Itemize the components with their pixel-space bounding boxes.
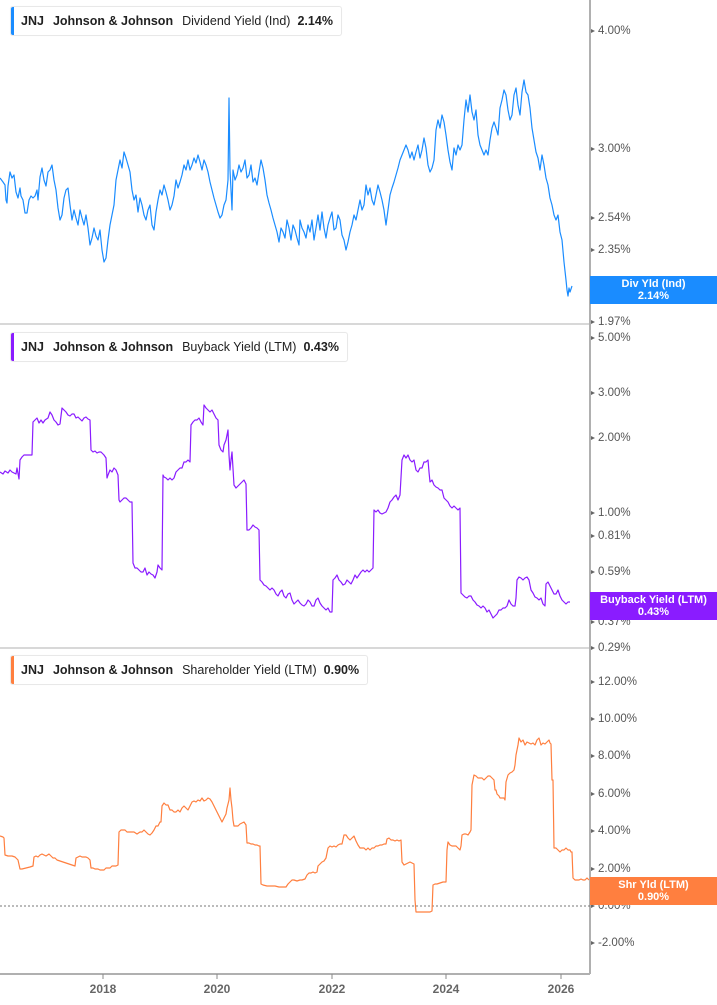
y-tick-label: 2.00% bbox=[598, 432, 631, 444]
badge-label: Buyback Yield (LTM) bbox=[600, 594, 707, 606]
x-tick-label: 2018 bbox=[89, 982, 117, 996]
y-tick-label: 0.59% bbox=[598, 566, 631, 578]
legend-value: 0.90% bbox=[323, 663, 360, 677]
legend-company: Johnson & Johnson bbox=[52, 14, 174, 28]
current-value-badge-buyback: Buyback Yield (LTM) 0.43% bbox=[590, 592, 717, 620]
legend-ticker: JNJ bbox=[21, 340, 44, 354]
y-tick-label: 0.81% bbox=[598, 530, 631, 542]
badge-value: 0.43% bbox=[637, 606, 670, 618]
badge-label: Shr Yld (LTM) bbox=[618, 879, 689, 891]
y-tick-label: 2.00% bbox=[598, 863, 631, 875]
legend-metric: Buyback Yield (LTM) bbox=[182, 340, 297, 354]
y-tick-label: 12.00% bbox=[598, 676, 638, 688]
shareholder-yield-line bbox=[0, 737, 590, 913]
legend-shareholder-yield: JNJ Johnson & Johnson Shareholder Yield … bbox=[10, 655, 369, 685]
x-tick-label: 2026 bbox=[547, 982, 575, 996]
legend-company: Johnson & Johnson bbox=[52, 663, 174, 677]
y-tick-label: 1.00% bbox=[598, 507, 631, 519]
y-tick-label: 4.00% bbox=[598, 825, 631, 837]
y-tick-label: 2.35% bbox=[598, 244, 631, 256]
legend-value: 2.14% bbox=[297, 14, 333, 28]
y-tick-label: 8.00% bbox=[598, 750, 631, 762]
y-tick-label: 3.00% bbox=[598, 143, 631, 155]
x-tick-label: 2024 bbox=[432, 982, 460, 996]
x-tick-label: 2020 bbox=[203, 982, 231, 996]
legend-dividend-yield: JNJ Johnson & Johnson Dividend Yield (In… bbox=[10, 6, 342, 36]
legend-color-marker bbox=[11, 656, 14, 684]
current-value-badge-shareholder: Shr Yld (LTM) 0.90% bbox=[590, 877, 717, 905]
legend-company: Johnson & Johnson bbox=[52, 340, 174, 354]
buyback-yield-line bbox=[0, 404, 570, 619]
legend-buyback-yield: JNJ Johnson & Johnson Buyback Yield (LTM… bbox=[10, 332, 348, 362]
legend-value: 0.43% bbox=[303, 340, 339, 354]
legend-metric: Shareholder Yield (LTM) bbox=[182, 663, 317, 677]
legend-metric: Dividend Yield (Ind) bbox=[182, 14, 291, 28]
y-tick-label: -2.00% bbox=[598, 937, 635, 949]
y-tick-label: 5.00% bbox=[598, 332, 631, 344]
y-axis-tick-marks bbox=[591, 29, 595, 945]
legend-ticker: JNJ bbox=[21, 14, 44, 28]
badge-label: Div Yld (Ind) bbox=[621, 278, 686, 290]
y-tick-label: 2.54% bbox=[598, 212, 631, 224]
current-value-badge-dividend: Div Yld (Ind) 2.14% bbox=[590, 276, 717, 304]
x-tick-label: 2022 bbox=[318, 982, 346, 996]
x-axis-ticks bbox=[102, 974, 562, 979]
badge-value: 0.90% bbox=[637, 891, 670, 903]
badge-value: 2.14% bbox=[637, 290, 670, 302]
y-tick-label: 4.00% bbox=[598, 25, 631, 37]
y-tick-label: 1.97% bbox=[598, 316, 631, 328]
y-tick-label: 6.00% bbox=[598, 788, 631, 800]
y-tick-label: 10.00% bbox=[598, 713, 638, 725]
legend-color-marker bbox=[11, 333, 14, 361]
dividend-yield-line bbox=[0, 79, 573, 297]
y-tick-label: 3.00% bbox=[598, 387, 631, 399]
legend-ticker: JNJ bbox=[21, 663, 44, 677]
y-tick-label: 0.29% bbox=[598, 642, 631, 654]
legend-color-marker bbox=[11, 7, 14, 35]
